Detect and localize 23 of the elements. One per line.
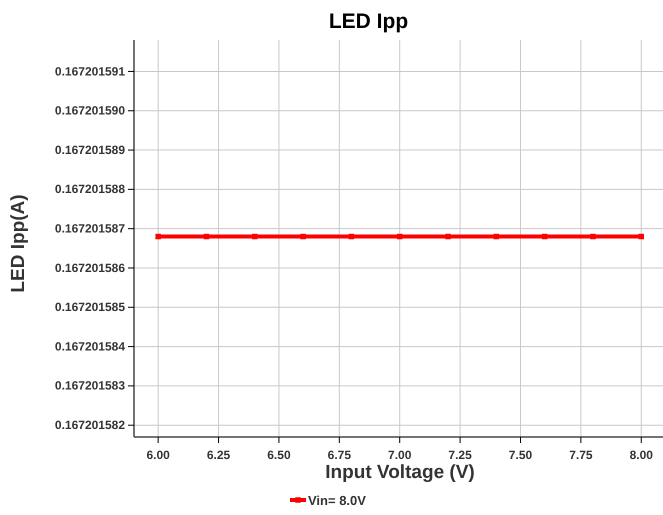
x-tick-label: 7.50 bbox=[508, 448, 532, 462]
y-tick-label: 0.167201588 bbox=[54, 182, 126, 196]
y-tick-label: 0.167201591 bbox=[54, 64, 126, 78]
x-tick-label: 6.50 bbox=[267, 448, 291, 462]
y-tick-label: 0.167201586 bbox=[54, 260, 126, 275]
x-tick-label: 8.00 bbox=[630, 448, 654, 462]
x-axis-title: Input Voltage (V) bbox=[325, 462, 475, 483]
y-tick-label: 0.167201585 bbox=[54, 300, 126, 314]
chart-title: LED Ipp bbox=[328, 10, 408, 33]
y-axis-title: LED Ipp(A) bbox=[8, 194, 29, 293]
x-tick-label: 6.75 bbox=[328, 448, 352, 462]
y-tick-label: 0.167201583 bbox=[54, 378, 126, 393]
y-tick-label: 0.167201590 bbox=[54, 104, 126, 118]
y-tick-label: 0.167201584 bbox=[54, 339, 126, 354]
x-tick-label: 6.00 bbox=[146, 448, 170, 462]
y-tick-label: 0.167201589 bbox=[54, 142, 126, 157]
x-tick-label: 6.25 bbox=[206, 448, 231, 462]
legend-label: Vin= 8.0V bbox=[308, 493, 366, 508]
y-tick-label: 0.167201587 bbox=[54, 222, 126, 236]
x-tick-label: 7.75 bbox=[569, 448, 593, 462]
y-tick-label: 0.167201582 bbox=[54, 418, 126, 432]
x-tick-label: 7.25 bbox=[448, 448, 472, 462]
x-tick-label: 7.00 bbox=[388, 448, 412, 462]
